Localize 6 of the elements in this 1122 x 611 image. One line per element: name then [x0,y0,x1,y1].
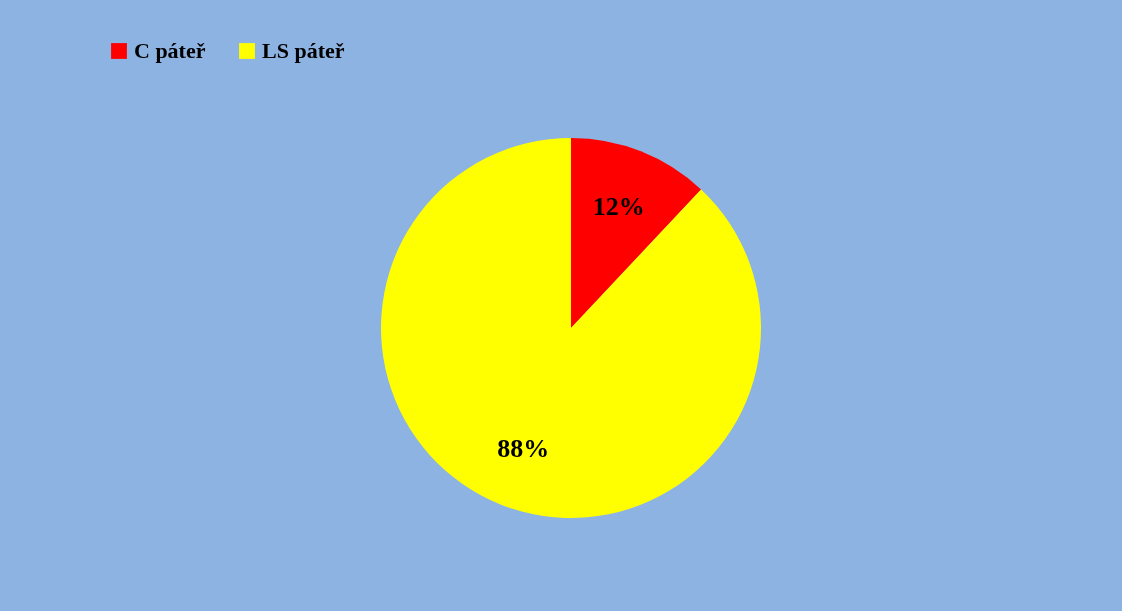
pie-slice [381,138,761,518]
legend-label: LS páteř [262,38,345,63]
legend-label: C páteř [134,38,206,63]
data-label: 88% [497,433,550,463]
pie-slice [571,138,702,328]
data-label: 12% [592,192,645,222]
